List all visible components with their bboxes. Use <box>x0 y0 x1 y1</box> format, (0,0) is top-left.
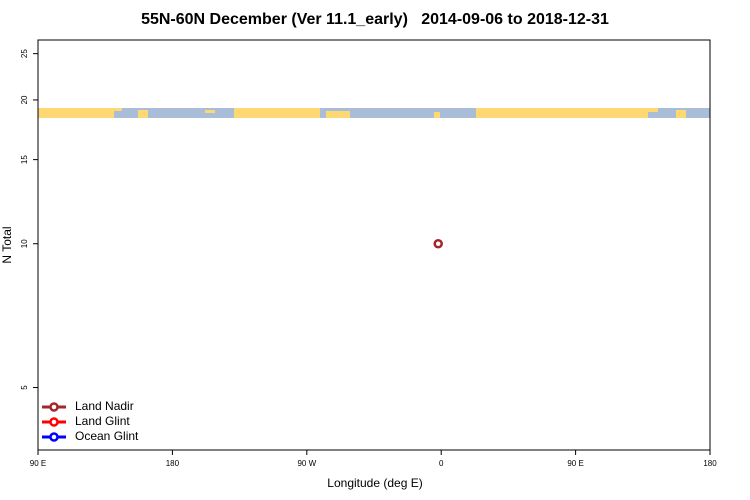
legend-marker <box>49 432 59 442</box>
y-axis-label: N Total <box>0 226 14 263</box>
legend-label: Land Glint <box>75 414 130 428</box>
y-tick-label: 10 <box>20 239 29 248</box>
x-tick-label: 90 W <box>297 459 316 468</box>
x-tick-label: 90 E <box>30 459 46 468</box>
y-tick-label: 25 <box>20 49 29 58</box>
legend-label: Land Nadir <box>75 399 134 413</box>
chart-title: 55N-60N December (Ver 11.1_early) 2014-0… <box>141 11 609 28</box>
y-tick-label: 5 <box>20 385 29 390</box>
y-tick-label: 15 <box>20 155 29 164</box>
legend-marker <box>49 402 59 412</box>
y-tick-label: 20 <box>20 95 29 104</box>
x-tick-label: 90 E <box>567 459 583 468</box>
x-tick-label: 180 <box>703 459 717 468</box>
point <box>433 238 443 249</box>
plot-frame <box>37 39 711 451</box>
x-axis-label: Longitude (deg E) <box>327 476 422 490</box>
x-tick-label: 0 <box>439 459 444 468</box>
x-tick-label: 180 <box>166 459 180 468</box>
legend-label: Ocean Glint <box>75 429 139 443</box>
map-strip <box>38 108 710 118</box>
legend-marker <box>49 417 59 427</box>
